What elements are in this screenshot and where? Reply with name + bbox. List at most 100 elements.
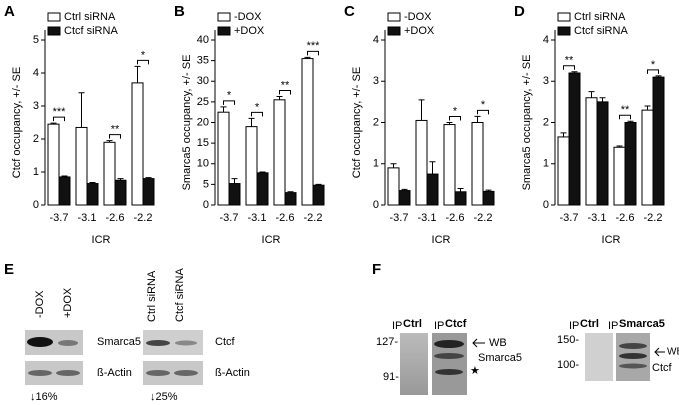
protein-label: Smarca5: [97, 336, 141, 348]
error-bar: [315, 183, 322, 186]
bar: [284, 192, 297, 206]
y-tick-label: 15: [197, 137, 209, 149]
bar: [228, 183, 241, 206]
error-bar: [655, 75, 662, 78]
error-bar: [61, 175, 68, 177]
significance-bracket: [137, 59, 149, 65]
marker-label: 100-: [557, 359, 579, 371]
y-tick-label: 0: [203, 199, 209, 211]
legend-swatch: [387, 26, 401, 36]
error-bar: [78, 92, 85, 128]
error-bar: [446, 122, 453, 125]
marker-label: 91-: [383, 371, 399, 383]
legend-label: +DOX: [234, 25, 265, 37]
significance-label: *: [227, 90, 232, 102]
y-axis-title: Smarca5 occupancy, +/- SE: [181, 55, 193, 191]
error-bar: [571, 71, 578, 73]
legend-label: Ctcf siRNA: [574, 25, 628, 37]
y-tick-label: 10: [197, 158, 209, 170]
error-bar: [644, 105, 651, 111]
y-axis-title: Ctcf occupancy, +/- SE: [11, 67, 23, 178]
error-bar: [474, 115, 481, 123]
legend-swatch: [217, 26, 231, 36]
significance-label: **: [281, 79, 290, 91]
legend-label: -DOX: [234, 11, 262, 23]
legend-swatch: [47, 26, 61, 36]
error-bar: [560, 132, 567, 137]
error-bar: [390, 163, 397, 168]
ip-label: Ctcf: [445, 318, 467, 330]
x-tick-label: -3.7: [390, 212, 409, 224]
error-bar: [259, 171, 266, 173]
bar: [47, 123, 60, 206]
significance-label: **: [621, 104, 630, 116]
y-tick-label: 1: [373, 158, 379, 170]
significance-bracket: [477, 109, 489, 115]
band: [58, 340, 78, 346]
band: [27, 337, 53, 347]
bar: [568, 72, 581, 206]
bar: [398, 190, 411, 206]
bar: [103, 141, 116, 206]
y-tick-label: 4: [543, 34, 549, 46]
significance-bracket: [53, 116, 65, 122]
change-label: ↓16%: [30, 391, 58, 403]
error-bar: [599, 97, 606, 102]
significance-label: ***: [307, 40, 321, 52]
band: [146, 340, 170, 346]
significance-label: *: [255, 101, 260, 113]
x-axis-title: ICR: [602, 234, 621, 246]
change-label: ↓25%: [150, 391, 178, 403]
arrow: [472, 338, 485, 348]
significance-label: ***: [53, 106, 67, 118]
protein-label: ß-Actin: [215, 367, 250, 379]
error-bar: [134, 65, 141, 83]
significance-label: *: [651, 59, 656, 71]
significance-bracket: [563, 65, 575, 70]
error-bar: [106, 140, 113, 143]
panel-label: B: [174, 3, 185, 20]
error-bar: [287, 191, 294, 193]
panel-label: E: [4, 261, 14, 278]
bar: [415, 119, 428, 206]
bar: [652, 76, 665, 206]
bar: [131, 82, 144, 206]
y-tick-label: 2: [543, 116, 549, 128]
legend-swatch: [557, 26, 571, 36]
protein-label: Ctcf: [215, 336, 236, 348]
x-tick-label: -2.6: [446, 212, 465, 224]
y-tick-label: 3: [373, 75, 379, 87]
significance-label: *: [481, 99, 486, 111]
error-bar: [485, 189, 492, 192]
error-bar: [89, 182, 96, 184]
error-bar: [401, 188, 408, 191]
band: [435, 369, 463, 375]
blot: [400, 333, 428, 395]
significance-bracket: [647, 69, 659, 74]
y-tick-label: 5: [33, 34, 39, 46]
bar: [245, 126, 258, 206]
x-tick-label: -2.6: [106, 212, 125, 224]
bar: [142, 178, 155, 206]
significance-bracket: [279, 90, 291, 95]
bar: [585, 97, 598, 206]
error-bar: [418, 99, 425, 121]
error-bar: [457, 188, 464, 192]
band: [619, 343, 647, 349]
y-tick-label: 3: [543, 75, 549, 87]
wb-label: WB: [667, 347, 679, 358]
y-axis-title: Ctcf occupancy, +/- SE: [351, 67, 363, 178]
protein-label: ß-Actin: [97, 367, 132, 379]
x-tick-label: -3.1: [588, 212, 607, 224]
ip-label: Ctrl: [580, 318, 599, 330]
error-bar: [50, 122, 57, 125]
significance-label: *: [453, 105, 458, 117]
x-tick-label: -2.6: [616, 212, 635, 224]
significance-label: *: [141, 49, 146, 61]
ip-label: IP: [434, 320, 444, 332]
bar: [301, 58, 314, 206]
error-bar: [276, 96, 283, 100]
x-axis-title: ICR: [432, 234, 451, 246]
y-tick-label: 4: [33, 67, 39, 79]
significance-bracket: [109, 134, 121, 139]
